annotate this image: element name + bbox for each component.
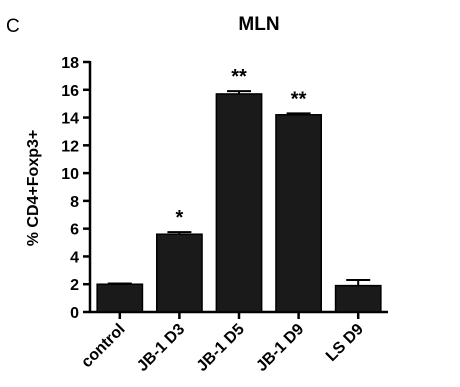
bar-1 <box>96 283 144 313</box>
chart-title: MLN <box>238 14 279 35</box>
y-tick-label: 10 <box>61 166 79 183</box>
x-tick-label: LS D9 <box>323 321 367 365</box>
x-tick-label: JB-1 D9 <box>253 321 307 375</box>
bars: ***** <box>96 66 382 313</box>
significance-label: ** <box>231 66 247 88</box>
y-tick-label: 8 <box>70 194 79 211</box>
bar-5 <box>334 284 382 313</box>
significance-label: * <box>176 207 184 229</box>
y-tick-label: 18 <box>61 55 79 72</box>
y-tick-label: 4 <box>70 249 79 266</box>
y-tick-label: 2 <box>70 277 79 294</box>
bar-4 <box>275 114 322 313</box>
bar-3 <box>215 93 263 313</box>
y-axis-label: % CD4+Foxp3+ <box>25 130 42 246</box>
y-axis: 0 2 4 6 8 10 12 14 16 18 <box>61 55 92 322</box>
x-tick-label: control <box>78 321 128 371</box>
y-tick-label: 14 <box>61 111 79 128</box>
y-tick-label: 0 <box>70 305 79 322</box>
x-tick-label: JB-1 D5 <box>194 321 248 375</box>
x-tick-label: JB-1 D3 <box>134 321 188 375</box>
y-tick-label: 16 <box>61 83 79 100</box>
panel-label: C <box>6 16 20 37</box>
y-tick-label: 6 <box>70 222 79 239</box>
significance-label: ** <box>291 88 307 110</box>
x-axis: control JB-1 D3 JB-1 D5 JB-1 D9 LS D9 <box>78 310 388 375</box>
bar-2 <box>156 233 203 313</box>
y-tick-label: 12 <box>61 138 79 155</box>
